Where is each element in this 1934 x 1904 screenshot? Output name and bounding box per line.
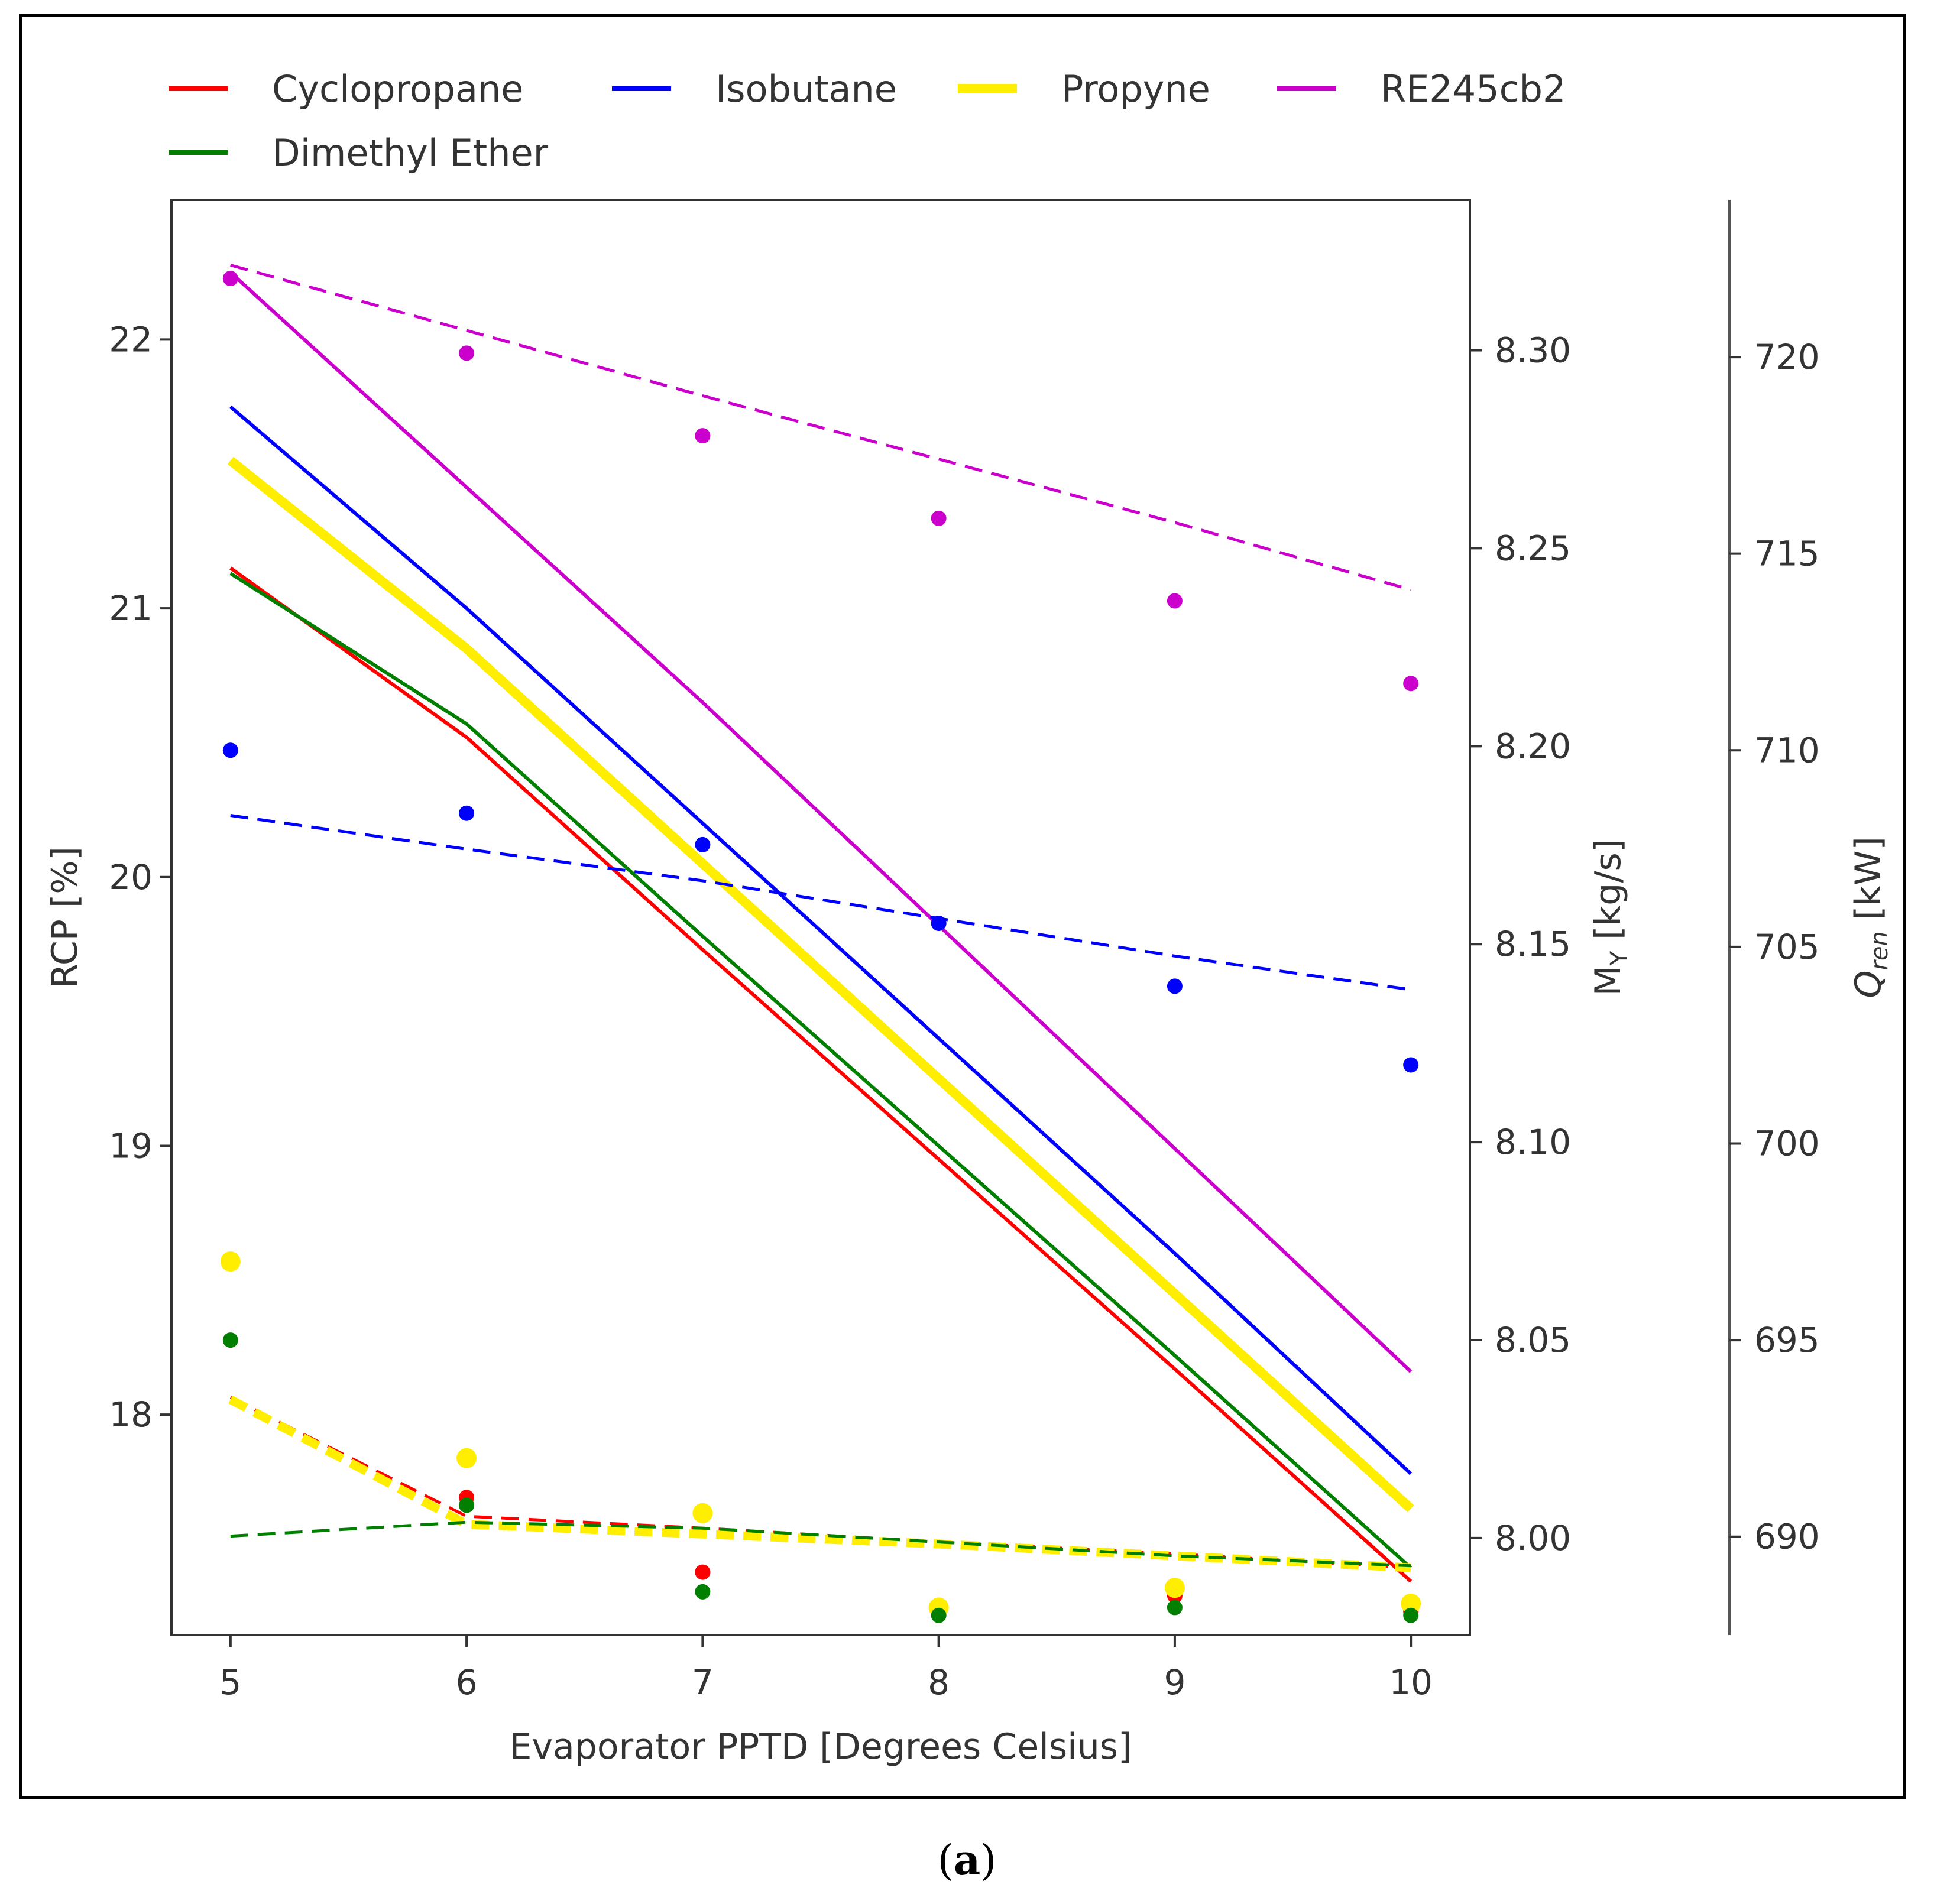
figure-frame — [19, 14, 1906, 1799]
q-ren-point-cyclopropane — [695, 1564, 711, 1580]
q-ren-point-propyne — [1401, 1593, 1421, 1614]
legend-label: Cyclopropane — [272, 67, 523, 111]
right-y-axis-label-heat: Qren [kW] — [1848, 836, 1893, 998]
x-tick-label: 10 — [1389, 1662, 1433, 1702]
q-ren-point-isobutane — [222, 742, 238, 758]
q-ren-point-re245cb2 — [459, 345, 475, 361]
q-ren-point-dimethyl-ether — [1403, 1607, 1419, 1623]
legend-label: Isobutane — [715, 67, 897, 111]
q-ren-point-dimethyl-ether — [695, 1584, 711, 1600]
right-y-tick-label-mass-flow: 8.25 — [1495, 528, 1571, 568]
mass-flow-line-isobutane — [230, 814, 1411, 991]
left-y-tick-label: 18 — [109, 1394, 153, 1435]
right-y-tick-label-mass-flow: 8.10 — [1495, 1122, 1571, 1162]
legend-label: Dimethyl Ether — [272, 131, 549, 174]
legend-label: RE245cb2 — [1381, 67, 1566, 111]
q-ren-point-isobutane — [931, 915, 947, 931]
plot-area — [170, 199, 1471, 1636]
right-y-tick-label-heat: 700 — [1754, 1123, 1820, 1163]
right-y-tick-label-mass-flow: 8.30 — [1495, 330, 1571, 371]
rcp-line-re245cb2 — [229, 271, 1413, 1373]
mass-flow-line-propyne — [228, 1395, 1411, 1572]
q-ren-point-dimethyl-ether — [1167, 1600, 1183, 1616]
x-axis-label: Evaporator PPTD [Degrees Celsius] — [510, 1726, 1132, 1767]
rcp-line-isobutane — [229, 405, 1413, 1475]
right-y-tick-label-mass-flow: 8.20 — [1495, 726, 1571, 766]
right-y-tick-label-heat: 710 — [1754, 730, 1820, 770]
right-y-tick-label-mass-flow: 8.00 — [1495, 1518, 1571, 1558]
x-tick-label: 5 — [219, 1662, 241, 1702]
q-ren-point-isobutane — [695, 836, 711, 852]
left-y-axis-label: RCP [%] — [44, 846, 86, 988]
right-y-tick-label-heat: 690 — [1754, 1517, 1820, 1557]
mass-flow-line-re245cb2 — [230, 264, 1411, 592]
q-ren-point-propyne — [456, 1448, 477, 1468]
mass-flow-line-dimethyl-ether — [230, 1520, 1411, 1568]
q-ren-point-isobutane — [1403, 1057, 1419, 1073]
q-ren-point-re245cb2 — [1167, 593, 1183, 609]
left-y-tick-label: 19 — [109, 1125, 153, 1166]
q-ren-point-propyne — [1164, 1578, 1185, 1598]
q-ren-point-re245cb2 — [931, 510, 947, 526]
left-y-tick-label: 22 — [109, 319, 153, 359]
q-ren-point-re245cb2 — [695, 428, 711, 444]
legend-label: Propyne — [1061, 67, 1210, 111]
q-ren-point-dimethyl-ether — [222, 1332, 238, 1348]
right-y-axis-label-mass-flow: MY [kg/s] — [1588, 839, 1633, 996]
q-ren-point-propyne — [220, 1251, 241, 1272]
rcp-line-propyne — [227, 456, 1414, 1513]
x-tick-label: 8 — [928, 1662, 950, 1702]
right-y-tick-label-heat: 705 — [1754, 927, 1820, 967]
q-ren-point-isobutane — [1167, 978, 1183, 994]
x-tick-label: 9 — [1164, 1662, 1185, 1702]
legend: Cyclopropane Isobutane Propyne RE245cb2 Dime… — [169, 67, 1566, 174]
left-y-tick-label: 20 — [109, 857, 153, 897]
right-y-tick-label-mass-flow: 8.15 — [1495, 924, 1571, 964]
rcp-line-cyclopropane — [229, 566, 1413, 1583]
figure-caption: (a) — [937, 1835, 997, 1884]
q-ren-point-isobutane — [459, 805, 475, 821]
q-ren-point-dimethyl-ether — [459, 1497, 475, 1513]
q-ren-point-dimethyl-ether — [931, 1607, 947, 1623]
q-ren-point-re245cb2 — [1403, 676, 1419, 692]
q-ren-point-propyne — [692, 1503, 713, 1523]
right-y-tick-label-heat: 695 — [1754, 1320, 1820, 1360]
q-ren-point-re245cb2 — [222, 271, 238, 287]
right-y-tick-label-heat: 715 — [1754, 534, 1820, 574]
rcp-line-dimethyl-ether — [229, 572, 1413, 1569]
right-y-tick-label-heat: 720 — [1754, 337, 1820, 377]
right-y-tick-label-mass-flow: 8.05 — [1495, 1320, 1571, 1360]
left-y-tick-label: 21 — [109, 588, 153, 628]
x-tick-label: 7 — [692, 1662, 714, 1702]
x-tick-label: 6 — [456, 1662, 478, 1702]
